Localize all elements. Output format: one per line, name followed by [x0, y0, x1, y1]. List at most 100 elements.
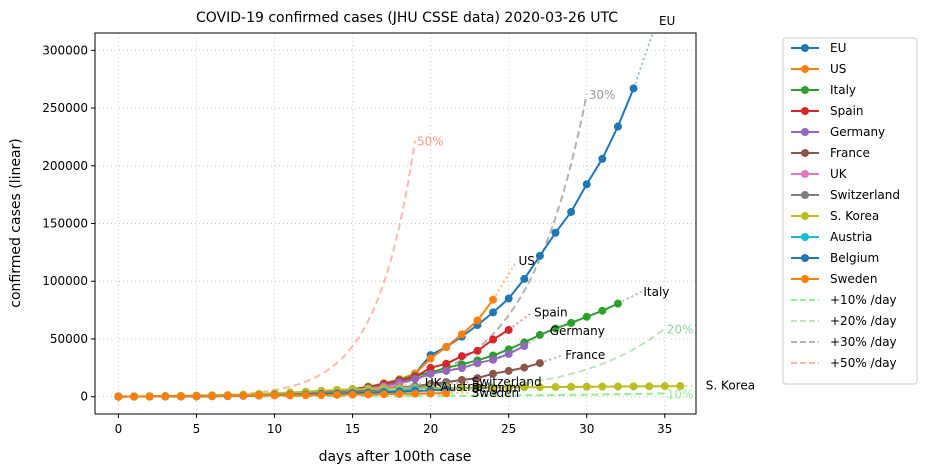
- series-point: [411, 389, 420, 398]
- series-point: [223, 391, 232, 400]
- series-point: [364, 390, 373, 399]
- series-point: [551, 382, 560, 391]
- series-point: [457, 375, 466, 384]
- x-tick-label: 25: [501, 422, 516, 436]
- series-point: [473, 374, 482, 383]
- series-point: [567, 207, 576, 216]
- series-point: [473, 316, 482, 325]
- series-point: [301, 391, 310, 400]
- series-point: [504, 366, 513, 375]
- x-tick-label: 15: [345, 422, 360, 436]
- legend-label: Belgium: [830, 251, 879, 265]
- series-point: [613, 122, 622, 131]
- series-extension: [632, 33, 654, 89]
- series-point: [473, 359, 482, 368]
- series-point: [504, 294, 513, 303]
- legend-label: +50% /day: [830, 356, 897, 370]
- series-point: [551, 228, 560, 237]
- x-tick-label: 30: [579, 422, 594, 436]
- legend-swatch-marker: [801, 170, 809, 178]
- series-point: [270, 391, 279, 400]
- legend-label: France: [830, 146, 870, 160]
- series-point: [114, 392, 123, 401]
- series-extension: [399, 381, 423, 387]
- legend-swatch-marker: [801, 65, 809, 73]
- series-point: [442, 366, 451, 375]
- y-tick-label: 200000: [42, 159, 88, 173]
- legend-label: Germany: [830, 125, 885, 139]
- legend-box: [782, 37, 918, 385]
- series-point: [395, 389, 404, 398]
- series-end-label: Switzerland: [472, 375, 542, 389]
- series-point: [145, 392, 154, 401]
- series-point: [535, 383, 544, 392]
- series-end-label: S. Korea: [706, 379, 755, 393]
- y-tick-label: 100000: [42, 274, 88, 288]
- legend-label: Austria: [830, 230, 872, 244]
- series-end-label: Italy: [643, 285, 669, 299]
- end-labels: 10% 20% 30% 50% EU US Italy Spain Germany France U…: [417, 14, 755, 401]
- series-point: [489, 355, 498, 364]
- series-point: [442, 359, 451, 368]
- guide-end-label: 10%: [667, 387, 694, 401]
- legend-label: EU: [830, 41, 846, 55]
- series-point: [426, 354, 435, 363]
- series-point: [629, 382, 638, 391]
- series-point: [504, 325, 513, 334]
- series-extension: [446, 380, 470, 386]
- series-point: [567, 318, 576, 327]
- legend-label: Sweden: [830, 272, 877, 286]
- series-point: [286, 391, 295, 400]
- series-end-label: Germany: [550, 324, 605, 338]
- x-tick-label: 5: [193, 422, 201, 436]
- series-extension: [617, 290, 642, 305]
- x-axis-ticks: 0 5 10 15 20 25 30 35: [115, 414, 672, 436]
- series-point: [473, 383, 482, 392]
- guide-end-label: 20%: [667, 322, 694, 336]
- series-point: [442, 343, 451, 352]
- legend-swatch-marker: [801, 149, 809, 157]
- series-point: [317, 391, 326, 400]
- series-point: [161, 392, 170, 401]
- chart-title: COVID-19 confirmed cases (JHU CSSE data)…: [196, 10, 618, 26]
- y-tick-label: 150000: [42, 217, 88, 231]
- series-point: [489, 308, 498, 317]
- series-extension: [539, 354, 564, 365]
- series-point: [598, 382, 607, 391]
- legend-swatch-marker: [801, 275, 809, 283]
- series-point: [348, 390, 357, 399]
- legend-label: Switzerland: [830, 188, 900, 202]
- series-point: [520, 274, 529, 283]
- series-end-label: Belgium: [472, 381, 521, 395]
- legend-swatch-marker: [801, 191, 809, 199]
- y-tick-label: 50000: [50, 332, 88, 346]
- series-point: [254, 391, 263, 400]
- series-point: [582, 180, 591, 189]
- legend-swatch-marker: [801, 86, 809, 94]
- x-axis-label: days after 100th case: [319, 449, 472, 465]
- series-point: [535, 251, 544, 260]
- legend: EU US Italy Spain Germany France UK Switzerland…: [782, 37, 918, 385]
- x-tick-label: 0: [115, 422, 123, 436]
- series-point: [567, 382, 576, 391]
- series-point: [379, 390, 388, 399]
- y-axis-ticks: 0 50000 100000 150000 200000 250000 300000: [42, 43, 95, 404]
- series-point: [645, 382, 654, 391]
- series-end-label: France: [565, 348, 605, 362]
- series-point: [520, 383, 529, 392]
- series-point: [473, 346, 482, 355]
- series-point: [489, 335, 498, 344]
- series-end-label: Austria: [440, 380, 482, 394]
- legend-label: Spain: [830, 104, 864, 118]
- series-point: [582, 312, 591, 321]
- series-point: [504, 349, 513, 358]
- series-point: [130, 392, 139, 401]
- series-lines: [114, 33, 696, 401]
- legend-label: S. Korea: [830, 209, 879, 223]
- series-point: [457, 352, 466, 361]
- series-point: [598, 306, 607, 315]
- legend-swatch-marker: [801, 44, 809, 52]
- legend-swatch-marker: [801, 212, 809, 220]
- series-extension: [414, 385, 439, 391]
- y-tick-label: 300000: [42, 43, 88, 57]
